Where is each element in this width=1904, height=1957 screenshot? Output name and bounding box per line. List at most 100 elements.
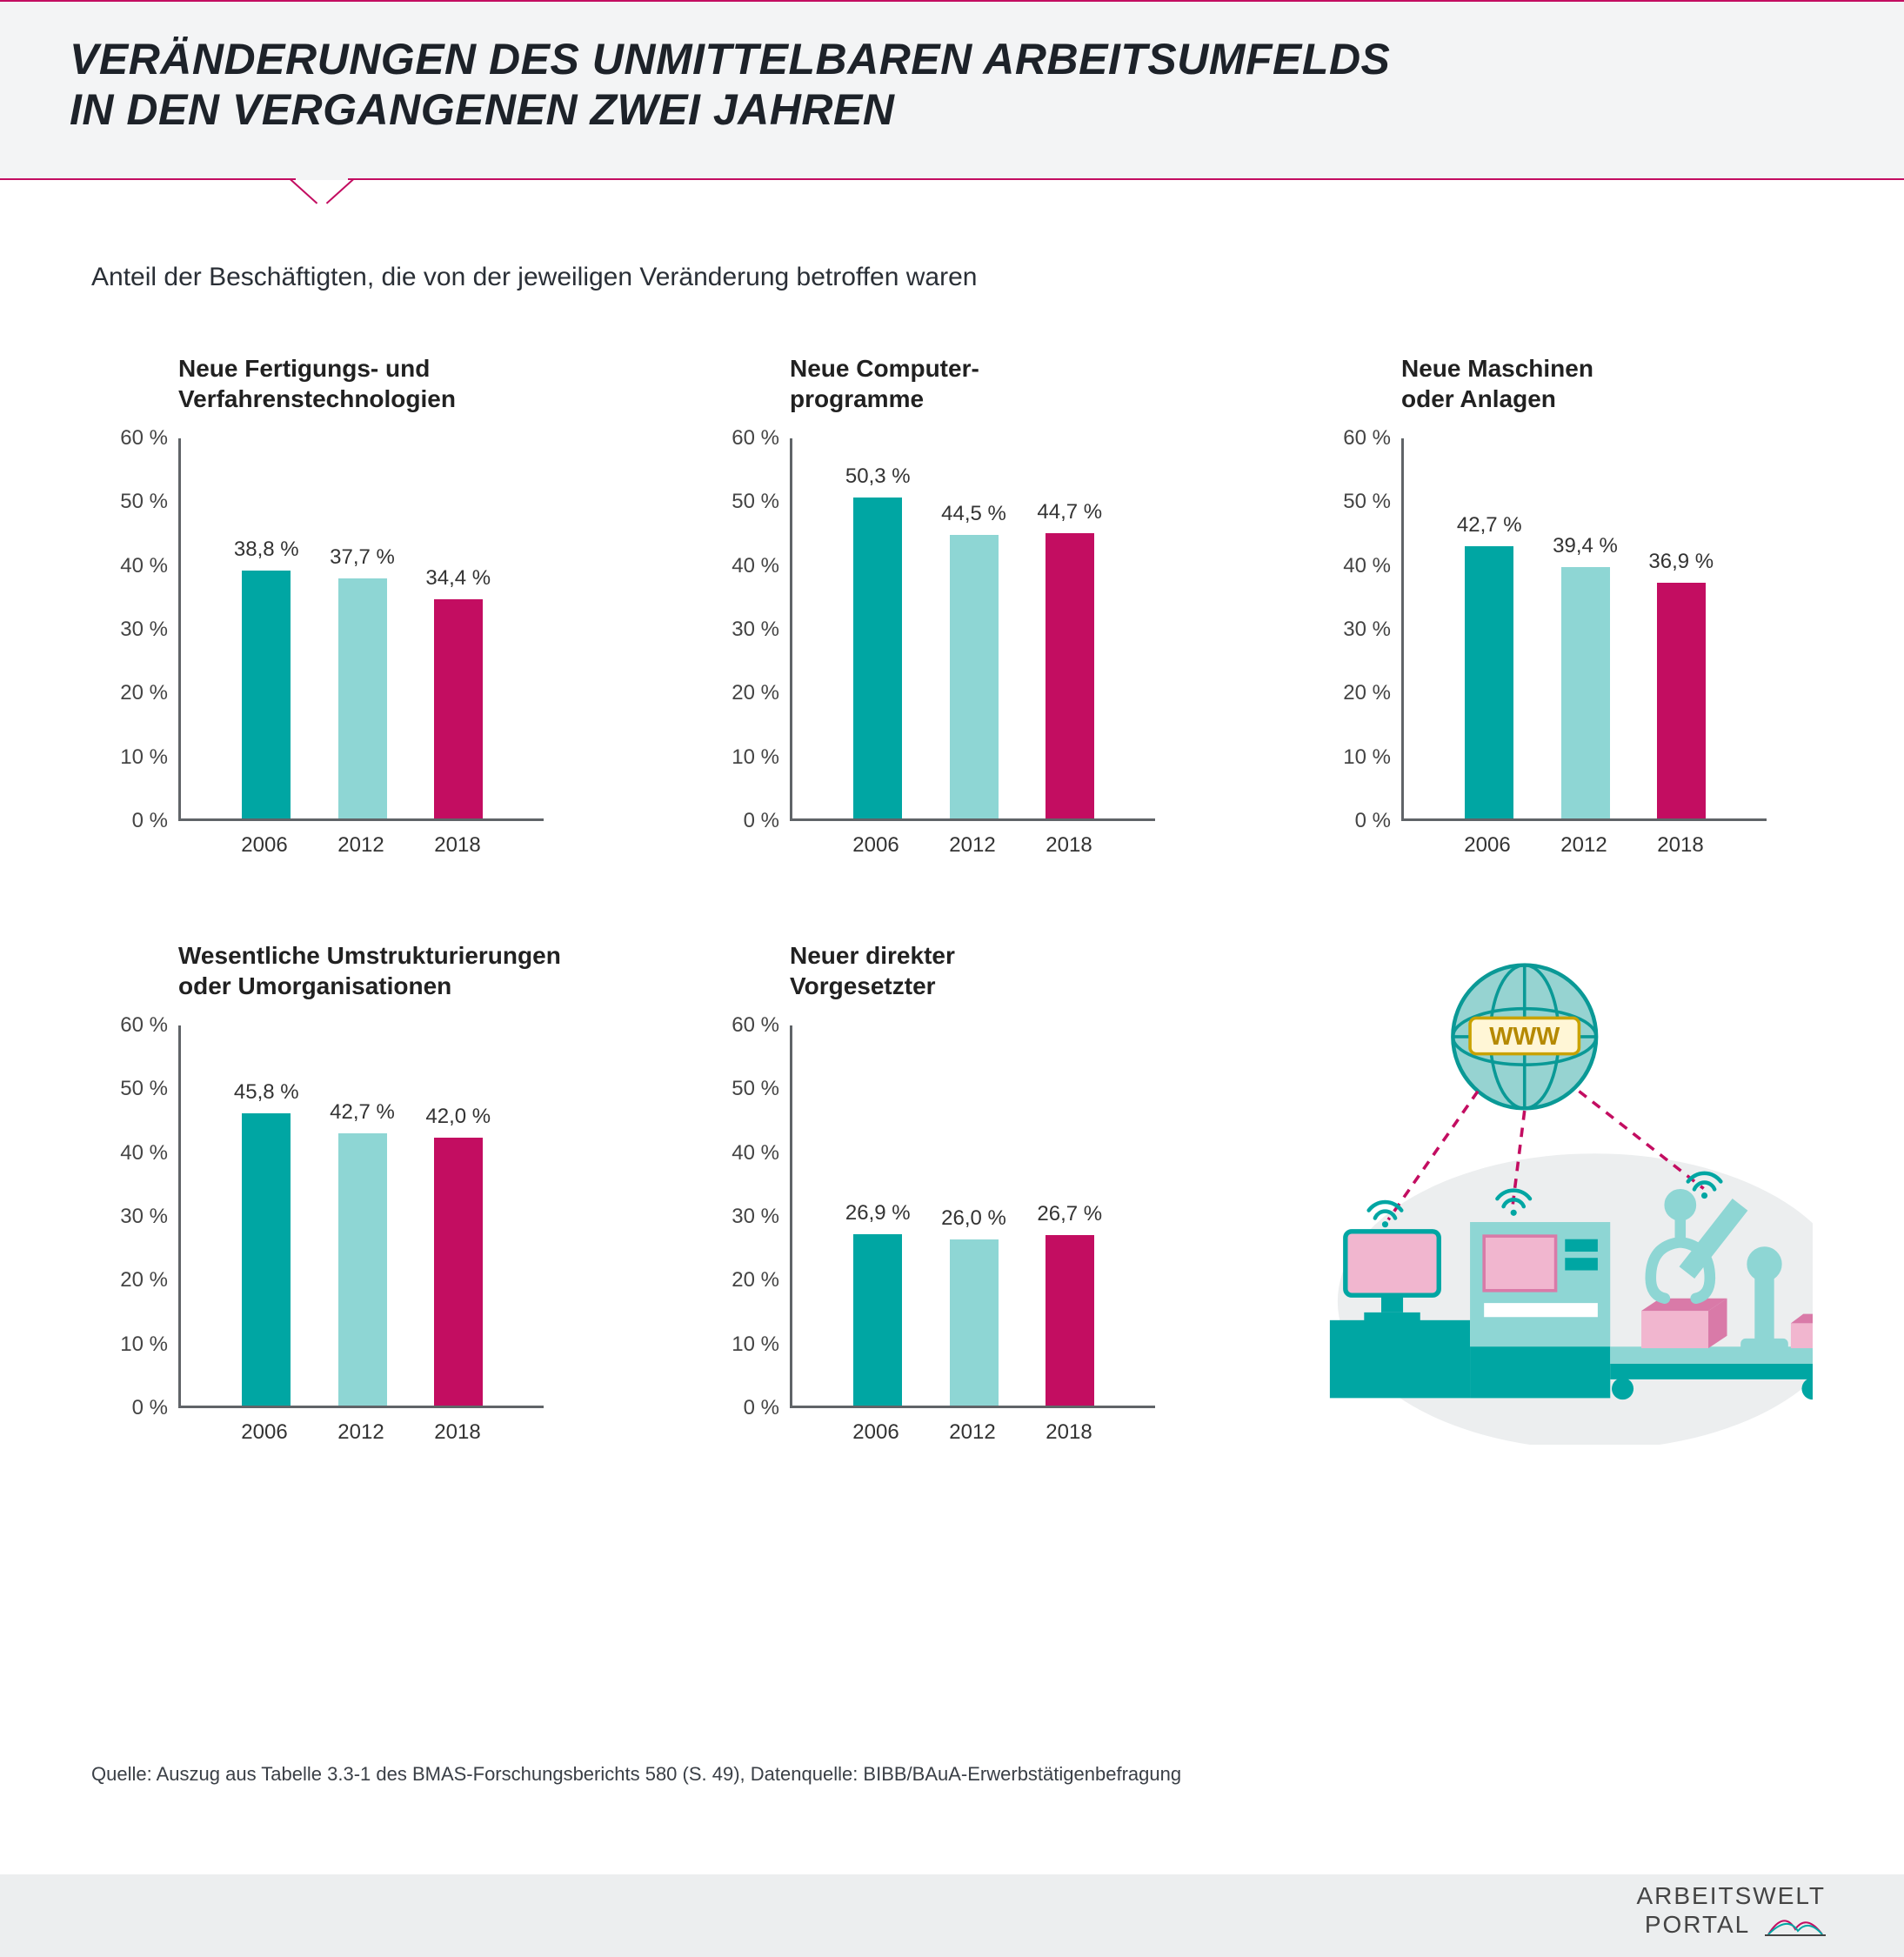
y-tick: 0 % [744, 809, 779, 833]
x-axis: 2006 2012 2018 [178, 821, 544, 858]
y-tick: 60 % [120, 1013, 168, 1038]
y-tick: 50 % [120, 1077, 168, 1101]
bar [242, 571, 291, 818]
y-tick: 20 % [732, 1268, 779, 1292]
bar-group: 50,3 % [850, 498, 905, 818]
bar [338, 1133, 387, 1406]
bar-value-label: 42,7 % [330, 1100, 395, 1125]
bar [853, 1234, 902, 1406]
x-tick: 2018 [1041, 833, 1097, 858]
x-tick: 2018 [1041, 1420, 1097, 1445]
y-tick: 60 % [732, 426, 779, 451]
chart-title-line1: Neuer direkter [790, 942, 955, 969]
y-tick: 40 % [732, 1141, 779, 1166]
bar [1046, 1235, 1094, 1406]
y-tick: 30 % [732, 618, 779, 642]
y-tick: 20 % [120, 681, 168, 705]
x-tick: 2006 [848, 833, 904, 858]
y-axis: 0 %10 %20 %30 %40 %50 %60 % [91, 1025, 178, 1408]
chart-title: Neuer direkter Vorgesetzter [703, 940, 1201, 1003]
bar-group: 42,0 % [431, 1138, 486, 1406]
bar-value-label: 45,8 % [234, 1080, 299, 1105]
chart-0: Neue Fertigungs- und Verfahrenstechnologi… [91, 353, 590, 858]
bar-group: 26,0 % [946, 1239, 1002, 1406]
bar-group: 42,7 % [335, 1133, 391, 1406]
y-tick: 40 % [120, 554, 168, 578]
source-line: Quelle: Auszug aus Tabelle 3.3-1 des BMA… [91, 1763, 1181, 1786]
y-tick: 30 % [1343, 618, 1391, 642]
bar-value-label: 34,4 % [425, 566, 491, 591]
chart-1: Neue Computer-programme 0 % 10 % 20 % 30 % 40… [703, 353, 1201, 858]
y-tick: 10 % [732, 745, 779, 770]
chart-3: Wesentliche Umstrukturierungenoder Umorg… [91, 940, 590, 1445]
header-band: VERÄNDERUNGEN DES UNMITTELBAREN ARBEITSU… [0, 0, 1904, 180]
x-axis: 2006 2012 2018 [790, 1408, 1155, 1445]
chart-title-line2: Verfahrenstechnologien [178, 385, 456, 412]
chart-4: Neuer direkterVorgesetzter0 %10 %20 %30 … [703, 940, 1201, 1445]
brand-logo: ARBEITSWELT PORTAL [1636, 1884, 1826, 1938]
y-tick: 10 % [120, 1332, 168, 1357]
bar [434, 1138, 483, 1406]
bar-group: 42,7 % [1461, 546, 1517, 818]
x-axis: 2006 2012 2018 [790, 821, 1155, 858]
bar [950, 535, 999, 818]
bar-group: 34,4 % [431, 599, 486, 818]
bar-value-label: 26,7 % [1037, 1202, 1102, 1226]
x-tick: 2012 [945, 1420, 1000, 1445]
bar-value-label: 37,7 % [330, 545, 395, 570]
y-tick: 0 % [132, 809, 168, 833]
bar [1657, 583, 1706, 818]
y-tick: 40 % [732, 554, 779, 578]
y-tick: 30 % [732, 1205, 779, 1229]
www-label: WWW [1489, 1023, 1560, 1051]
factory-illustration-svg: WWW [1314, 940, 1813, 1445]
chart-title: Wesentliche Umstrukturierungenoder Umorg… [91, 940, 590, 1003]
bar [853, 498, 902, 818]
chart-title-line1: Neue Fertigungs- und [178, 355, 430, 382]
bar-group: 36,9 % [1653, 583, 1709, 818]
bar [1465, 546, 1513, 818]
chart-title-line1: Wesentliche Umstrukturierungen [178, 942, 561, 969]
y-tick: 50 % [1343, 490, 1391, 514]
chart-2: Neue Maschinenoder Anlagen0 %10 %20 %30 … [1314, 353, 1813, 858]
y-tick: 10 % [120, 745, 168, 770]
brand-logo-line2: PORTAL [1645, 1911, 1749, 1938]
y-axis: 0 %10 %20 %30 %40 %50 %60 % [1314, 438, 1401, 821]
bar [434, 599, 483, 818]
y-tick: 0 % [744, 1396, 779, 1420]
bar-value-label: 38,8 % [234, 538, 299, 562]
y-tick: 20 % [732, 681, 779, 705]
chart-title-line2: oder Anlagen [1401, 385, 1556, 412]
x-tick: 2006 [237, 833, 292, 858]
y-tick: 40 % [120, 1141, 168, 1166]
chart-title: Neue Fertigungs- und Verfahrenstechnologi… [91, 353, 590, 416]
page-title-line1: VERÄNDERUNGEN DES UNMITTELBAREN ARBEITSU… [70, 35, 1390, 83]
bar-group: 39,4 % [1558, 567, 1613, 818]
chart-title: Neue Maschinenoder Anlagen [1314, 353, 1813, 416]
chart-title: Neue Computer-programme [703, 353, 1201, 416]
chart-grid: Neue Fertigungs- und Verfahrenstechnologi… [91, 353, 1813, 1445]
bar [242, 1113, 291, 1406]
chart-title-line2: Vorgesetzter [790, 972, 936, 999]
x-tick: 2018 [430, 1420, 485, 1445]
y-tick: 50 % [120, 490, 168, 514]
x-tick: 2012 [1556, 833, 1612, 858]
bar-group: 37,7 % [335, 578, 391, 818]
y-tick: 50 % [732, 490, 779, 514]
plot-area: 50,3 %44,5 %44,7 % [790, 438, 1155, 821]
x-tick: 2012 [333, 833, 389, 858]
bar-value-label: 36,9 % [1648, 550, 1714, 574]
x-tick: 2012 [333, 1420, 389, 1445]
y-tick: 30 % [120, 618, 168, 642]
x-tick: 2006 [848, 1420, 904, 1445]
brand-logo-icon [1765, 1908, 1826, 1938]
x-axis: 200620122018 [1401, 821, 1767, 858]
y-tick: 10 % [1343, 745, 1391, 770]
y-tick: 40 % [1343, 554, 1391, 578]
bar [950, 1239, 999, 1406]
x-tick: 2018 [430, 833, 485, 858]
bar-value-label: 26,9 % [845, 1201, 911, 1226]
bar-group: 26,7 % [1042, 1235, 1098, 1406]
x-tick: 2012 [945, 833, 1000, 858]
x-tick: 2018 [1653, 833, 1708, 858]
